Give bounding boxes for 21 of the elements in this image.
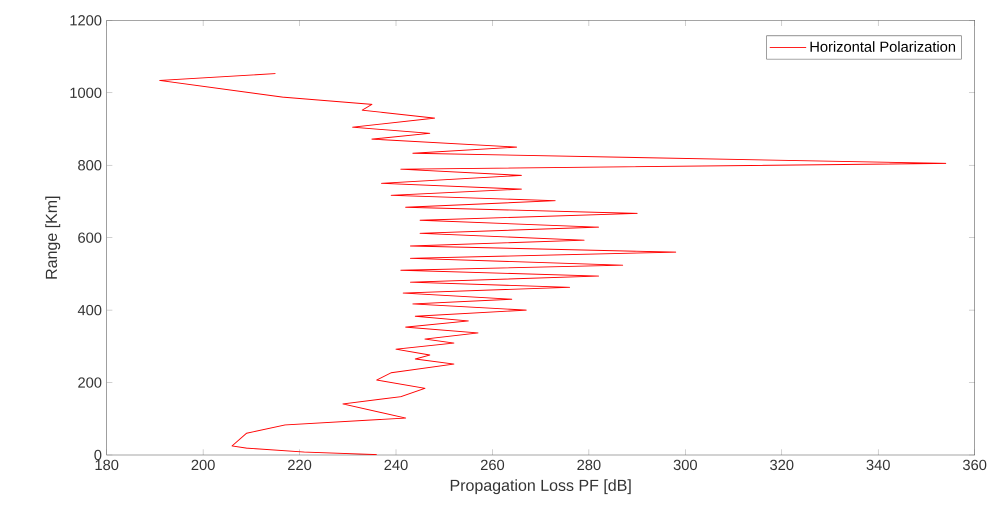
line-series bbox=[159, 73, 946, 455]
y-tick-label: 1000 bbox=[70, 88, 102, 98]
legend-label: Horizontal Polarization bbox=[810, 41, 956, 52]
x-tick-label: 180 bbox=[96, 460, 118, 470]
x-tick-label: 220 bbox=[288, 460, 312, 470]
x-tick-label: 320 bbox=[770, 460, 794, 470]
y-axis-title: Range [Km] bbox=[45, 196, 60, 279]
x-axis-title: Propagation Loss PF [dB] bbox=[450, 479, 631, 494]
x-tick-label: 260 bbox=[480, 460, 504, 470]
y-tick-label: 600 bbox=[78, 232, 102, 243]
y-tick-label: 200 bbox=[78, 377, 102, 388]
x-tick-label: 360 bbox=[962, 460, 986, 470]
x-tick-label: 240 bbox=[384, 460, 408, 470]
y-tick-label: 800 bbox=[78, 160, 102, 170]
x-tick-label: 300 bbox=[674, 460, 697, 470]
x-tick-label: 200 bbox=[192, 460, 215, 470]
y-tick-label: 400 bbox=[78, 304, 102, 316]
y-tick-label: 0 bbox=[94, 450, 102, 460]
x-tick-label: 340 bbox=[866, 460, 890, 470]
y-tick-label: 1200 bbox=[70, 15, 102, 26]
x-tick-label: 280 bbox=[577, 460, 601, 470]
